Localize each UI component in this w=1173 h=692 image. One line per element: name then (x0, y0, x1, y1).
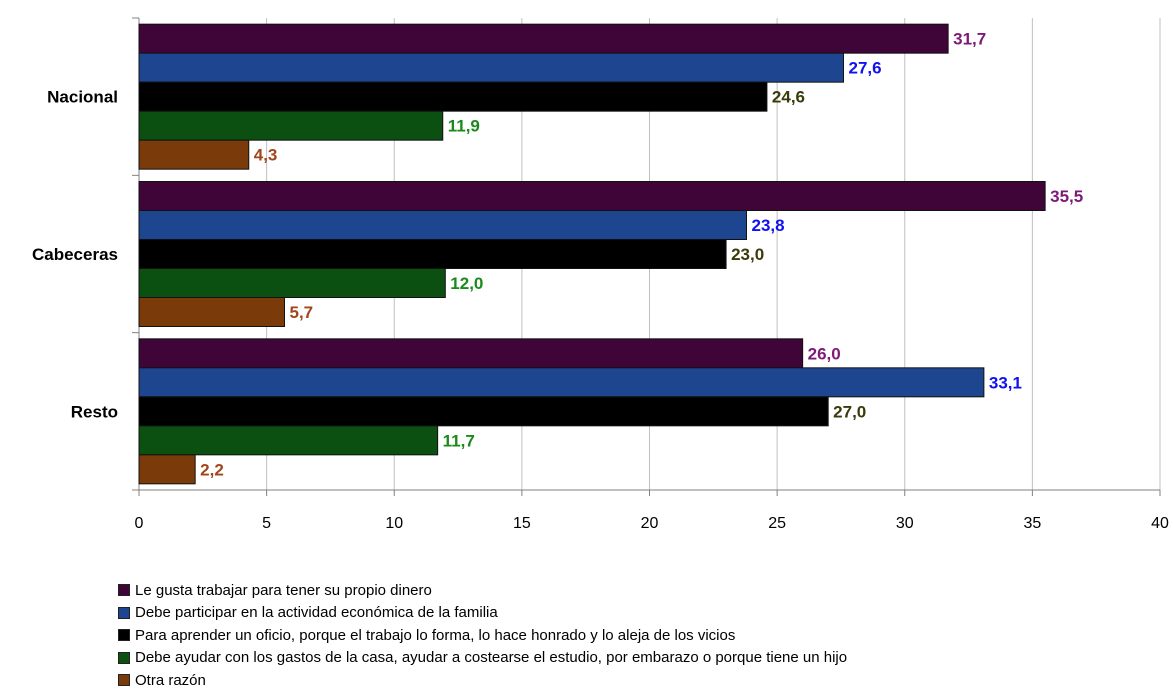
data-label: 23,0 (731, 245, 764, 264)
legend-label: Debe ayudar con los gastos de la casa, a… (135, 649, 848, 667)
data-label: 33,1 (989, 373, 1022, 392)
data-label: 11,9 (448, 117, 480, 136)
data-label: 31,7 (953, 30, 986, 49)
category-label: Resto (71, 402, 118, 421)
data-label: 27,0 (833, 402, 866, 421)
legend-swatch (118, 651, 130, 664)
legend-label: Para aprender un oficio, porque el traba… (135, 626, 736, 644)
data-label: 4,3 (254, 146, 278, 165)
data-label: 26,0 (808, 344, 841, 363)
category-label: Nacional (47, 88, 118, 107)
bar (138, 81, 768, 112)
bar (138, 338, 804, 369)
legend-swatch (118, 584, 130, 597)
data-label: 5,7 (289, 303, 313, 322)
bar (138, 454, 196, 485)
data-label: 35,5 (1050, 187, 1083, 206)
bar (138, 367, 985, 398)
legend-label: Otra razón (135, 671, 206, 689)
legend-swatch (118, 606, 130, 619)
bar (138, 139, 250, 170)
data-label: 11,7 (443, 431, 475, 450)
bar-chart: 0 5 10 15 20 25 30 35 40 Nacional 31,7 27,6 24,6 11,9… (32, 17, 1169, 532)
bar (138, 297, 285, 327)
legend-swatch (118, 629, 130, 642)
bar (138, 181, 1046, 211)
bar (138, 52, 844, 83)
legend-item: Otra razón (118, 669, 847, 692)
x-tick-label: 5 (262, 515, 271, 532)
bar (138, 239, 727, 269)
x-tick-label: 0 (135, 515, 144, 532)
legend-swatch (118, 674, 130, 687)
bar (138, 425, 439, 456)
x-tick-label: 10 (385, 515, 403, 532)
bar (138, 268, 446, 298)
data-label: 12,0 (450, 274, 483, 293)
data-label: 23,8 (751, 216, 784, 235)
legend-item: Le gusta trabajar para tener su propio d… (118, 579, 847, 602)
chart-legend: Le gusta trabajar para tener su propio d… (118, 579, 847, 692)
category-label: Cabeceras (32, 245, 118, 264)
x-tick-label: 20 (641, 515, 659, 532)
bar (138, 396, 829, 427)
data-label: 2,2 (200, 460, 224, 479)
x-tick-label: 40 (1151, 515, 1169, 532)
bar (138, 23, 949, 54)
legend-item: Debe ayudar con los gastos de la casa, a… (118, 647, 847, 670)
x-tick-label: 15 (513, 515, 531, 532)
bar (138, 110, 444, 141)
data-label: 24,6 (772, 88, 805, 107)
legend-label: Debe participar en la actividad económic… (135, 604, 498, 622)
data-label: 27,6 (848, 59, 881, 78)
x-tick-label: 30 (896, 515, 914, 532)
x-tick-label: 35 (1023, 515, 1041, 532)
legend-item: Debe participar en la actividad económic… (118, 602, 847, 625)
legend-label: Le gusta trabajar para tener su propio d… (135, 581, 432, 599)
bar (138, 210, 747, 240)
legend-item: Para aprender un oficio, porque el traba… (118, 624, 847, 647)
x-tick-label: 25 (768, 515, 786, 532)
